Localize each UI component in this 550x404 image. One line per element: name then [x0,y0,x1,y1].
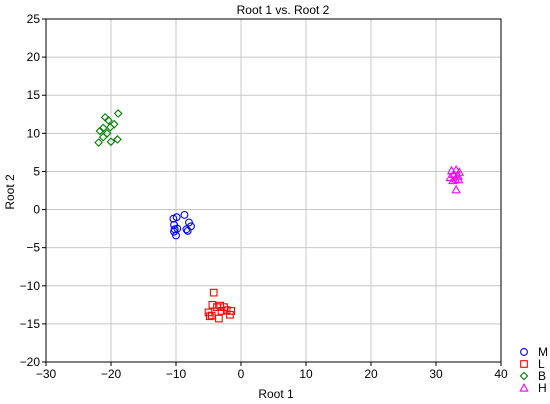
y-tick-label: 20 [27,50,41,64]
y-tick-label: 25 [27,12,41,26]
y-tick-label: −5 [26,241,40,255]
y-tick-label: −20 [20,355,41,369]
data-point [207,311,216,320]
data-point [215,314,223,323]
data-point [217,307,226,315]
data-point [185,218,193,227]
y-tick-label: 15 [27,88,41,102]
data-point [95,126,105,136]
y-tick-label: 10 [27,126,41,140]
data-point [180,210,189,219]
x-tick-label: 10 [299,367,313,381]
data-point [106,137,116,147]
data-point [216,301,225,310]
data-point [98,132,108,142]
plot-frame [45,18,502,363]
legend-marker [519,383,529,392]
data-point [113,109,123,118]
y-axis-label: Root 2 [3,174,17,210]
data-points [94,109,465,323]
data-point [109,119,119,129]
data-point [205,312,214,321]
data-point [454,174,464,184]
data-point [209,288,218,297]
data-point [226,310,234,319]
legend-label: H [538,381,547,395]
legend-marker [519,371,529,381]
legend-label: M [538,345,548,359]
series-m [169,210,195,240]
y-tick-label: −10 [20,279,41,293]
series-l [204,288,236,323]
grid-lines [46,19,501,362]
x-tick-label: 0 [238,367,245,381]
series-b [94,109,123,147]
y-tick-label: 5 [33,164,40,178]
data-point [172,213,181,222]
x-tick-label: −30 [36,367,57,381]
chart-title: Root 1 vs. Root 2 [237,3,330,17]
x-tick-label: 20 [364,367,378,381]
x-tick-label: 30 [429,367,443,381]
x-tick-label: −10 [166,367,187,381]
x-axis-label: Root 1 [258,387,294,401]
series-h [445,164,465,194]
legend-marker [520,348,528,356]
x-tick-label: −20 [101,367,122,381]
data-point [451,164,461,174]
data-point [113,135,122,144]
legend-label: L [538,357,545,371]
data-point [105,122,115,132]
y-tick-label: 0 [33,203,40,217]
y-tick-label: −15 [20,317,41,331]
data-point [448,175,458,185]
data-point [170,225,179,234]
data-point [182,225,191,234]
data-point [104,115,113,125]
x-tick-label: 40 [494,367,508,381]
data-point [94,138,104,147]
legend-marker [520,360,528,368]
legend-label: B [538,369,546,383]
data-point [451,184,461,194]
data-point [208,300,217,309]
